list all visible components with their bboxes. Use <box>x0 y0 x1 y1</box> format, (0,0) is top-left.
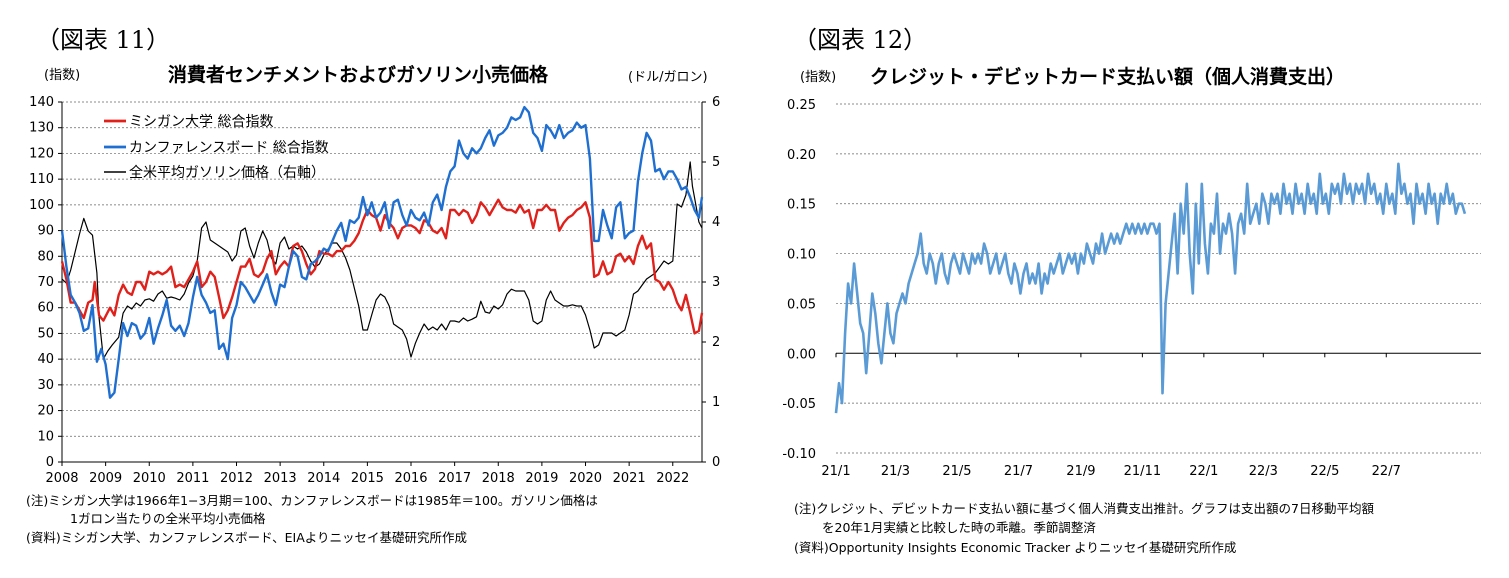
x-tick-label: 2019 <box>525 471 558 486</box>
x-tick-label: 2012 <box>220 471 253 486</box>
x-tick-label: 2017 <box>438 471 471 486</box>
legend-gasoline-label: 全米平均ガソリン価格（右軸） <box>129 164 325 181</box>
x-tick-label: 2013 <box>264 471 297 486</box>
chart-11-source: (資料)ミシガン大学、カンファレンスボード、EIAよりニッセイ基礎研究所作成 <box>26 530 468 545</box>
y2-tick-label: 1 <box>712 395 720 410</box>
x-tick-label: 2021 <box>613 471 646 486</box>
x-tick-label: 21/7 <box>1004 464 1033 479</box>
chart-11-note-1: (注)ミシガン大学は1966年1−3月期＝100、カンファレンスボードは1985… <box>26 493 598 508</box>
y-tick-label: 50 <box>37 326 54 341</box>
y-tick-label: -0.05 <box>782 397 816 412</box>
gasoline-price-series-line <box>61 161 703 360</box>
michigan-series-line <box>60 198 704 335</box>
y-tick-label: 70 <box>37 275 54 290</box>
x-tick-label: 22/1 <box>1189 464 1218 479</box>
x-tick-label: 2018 <box>482 471 515 486</box>
figure-12-panel: （図表 12） (指数) クレジット・デビットカード支払い額（個人消費支出） -… <box>760 0 1509 578</box>
conference-board-series-line <box>60 105 704 399</box>
y-tick-label: 80 <box>37 249 54 264</box>
x-tick-label: 21/3 <box>881 464 910 479</box>
y-tick-label: 30 <box>37 378 54 393</box>
spending-series-line <box>834 162 1467 414</box>
y2-tick-label: 0 <box>712 455 720 470</box>
y2-tick-label: 2 <box>712 335 720 350</box>
y-tick-label: 140 <box>29 95 54 110</box>
left-axis-unit: (指数) <box>44 68 81 83</box>
y2-tick-label: 4 <box>712 215 720 230</box>
x-tick-label: 2020 <box>569 471 602 486</box>
y-tick-label: 120 <box>29 146 54 161</box>
x-tick-label: 22/7 <box>1372 464 1401 479</box>
y-tick-label: 100 <box>29 198 54 213</box>
chart-11-title: 消費者センチメントおよびガソリン小売価格 <box>168 64 549 86</box>
x-tick-label: 21/11 <box>1124 464 1161 479</box>
y-tick-label: 0.25 <box>787 98 816 113</box>
chart-12-axis-unit: (指数) <box>800 70 837 85</box>
x-tick-label: 22/3 <box>1249 464 1278 479</box>
chart-12-source: (資料)Opportunity Insights Economic Tracke… <box>794 540 1237 555</box>
chart-12-svg: -0.10 -0.05 0.00 0.05 0.10 0.15 0.20 0.25 21/1 21… <box>782 98 1481 479</box>
y-tick-label: 0.20 <box>787 148 816 163</box>
chart-12-note-2: を20年1月実績と比較した時の乖離。季節調整済 <box>822 520 1096 535</box>
y2-tick-label: 6 <box>712 95 720 110</box>
x-tick-label: 2010 <box>133 471 166 486</box>
x-tick-label: 2014 <box>307 471 340 486</box>
figure-12-label: （図表 12） <box>793 26 928 54</box>
y-tick-label: 60 <box>37 301 54 316</box>
y-tick-label: 40 <box>37 352 54 367</box>
legend-michigan-label: ミシガン大学 総合指数 <box>129 114 273 130</box>
chart-12-note-1: (注)クレジット、デビットカード支払い額に基づく個人消費支出推計。グラフは支出額… <box>794 501 1374 516</box>
x-tick-label: 2009 <box>89 471 122 486</box>
right-axis-unit: (ドル/ガロン) <box>628 70 708 85</box>
y-tick-label: 10 <box>37 429 54 444</box>
y-tick-label: 90 <box>37 224 54 239</box>
chart-12-title: クレジット・デビットカード支払い額（個人消費支出） <box>870 66 1346 88</box>
x-tick-label: 2022 <box>656 471 689 486</box>
x-tick-label: 21/1 <box>821 464 850 479</box>
y-tick-label: 20 <box>37 404 54 419</box>
x-tick-label: 2011 <box>176 471 209 486</box>
y-tick-label: 0.15 <box>787 198 816 213</box>
chart-11-note-2: 1ガロン当たりの全米平均小売価格 <box>70 511 266 526</box>
y-tick-label: 130 <box>29 121 54 136</box>
x-tick-label: 2016 <box>394 471 427 486</box>
y2-tick-label: 5 <box>712 155 720 170</box>
x-tick-label: 22/5 <box>1310 464 1339 479</box>
chart-11-svg: 0 10 20 30 40 50 60 70 80 90 100 110 120 130 140 0 1 2 3 4 5… <box>29 95 720 486</box>
y-tick-label: 0.05 <box>787 297 816 312</box>
y-tick-label: 0.00 <box>787 347 816 362</box>
x-tick-label: 2008 <box>45 471 78 486</box>
figure-11-label: （図表 11） <box>36 26 171 54</box>
x-tick-label: 2015 <box>351 471 384 486</box>
legend-conference-board-label: カンファレンスボード 総合指数 <box>129 140 329 156</box>
figure-11-panel: （図表 11） (指数) 消費者センチメントおよびガソリン小売価格 (ドル/ガロ… <box>26 26 720 545</box>
x-tick-label: 21/5 <box>942 464 971 479</box>
y-tick-label: -0.10 <box>782 447 816 462</box>
y-tick-label: 110 <box>29 172 54 187</box>
y-tick-label: 0 <box>46 455 54 470</box>
y-tick-label: 0.10 <box>787 248 816 263</box>
y2-tick-label: 3 <box>712 275 720 290</box>
x-tick-label: 21/9 <box>1066 464 1095 479</box>
